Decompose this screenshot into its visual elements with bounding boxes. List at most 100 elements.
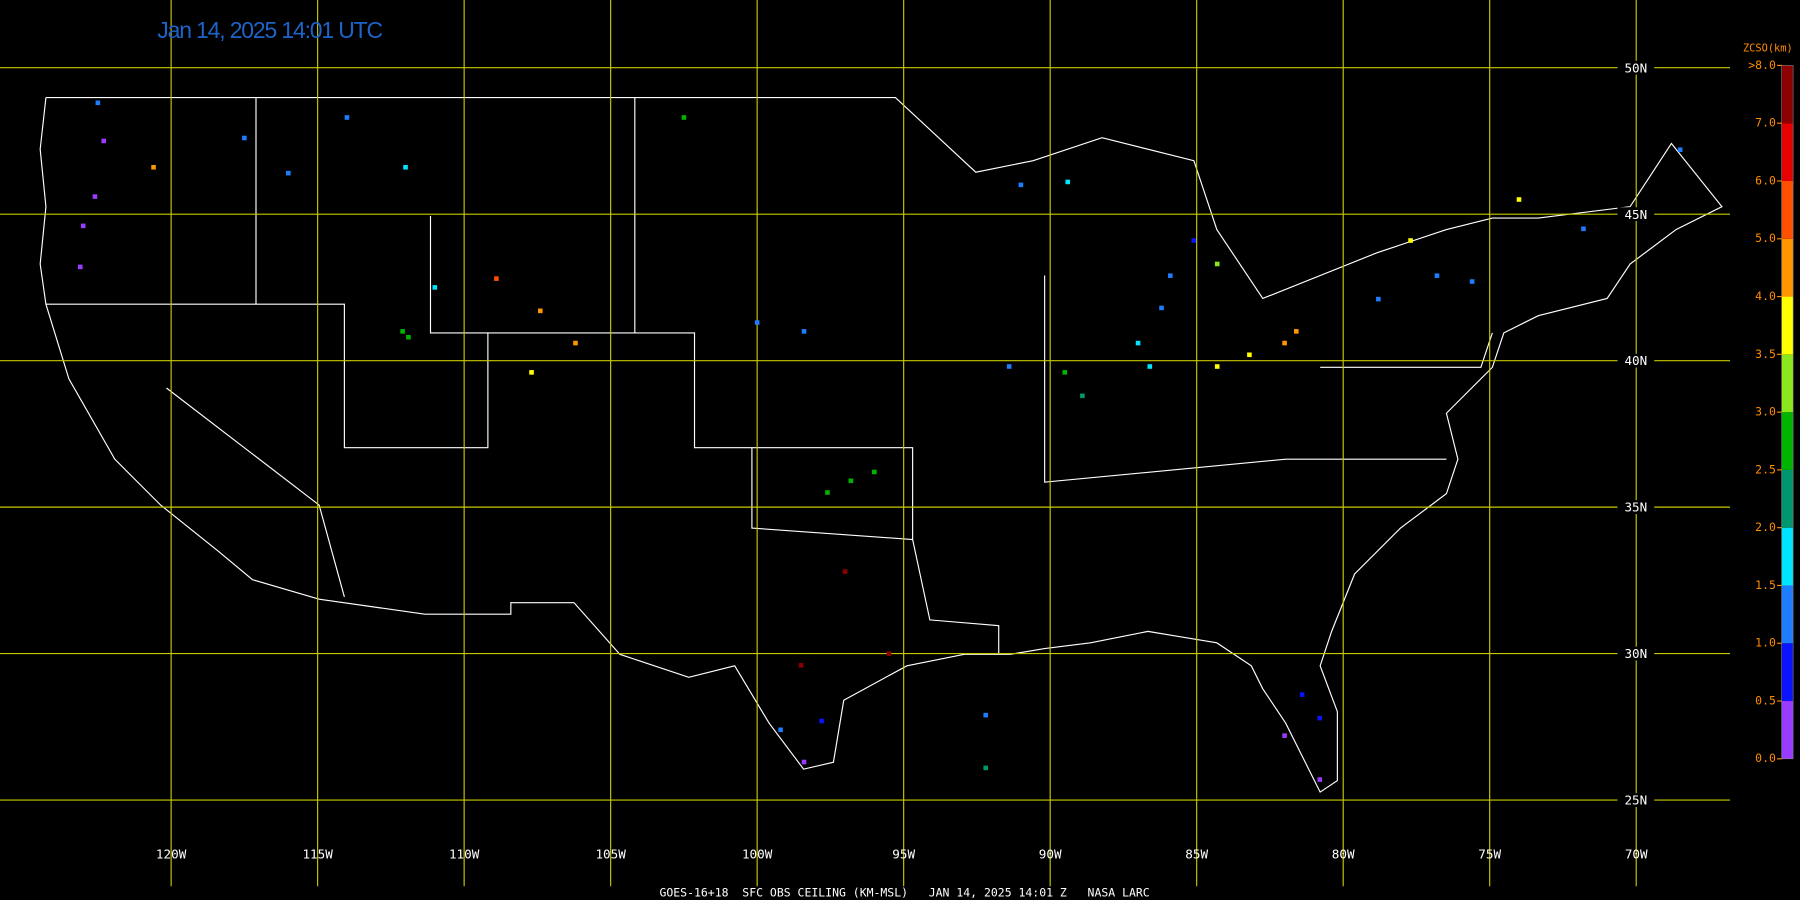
colorbar-label: 4.0 [1755, 289, 1776, 303]
station-obs [1294, 329, 1299, 334]
conus-outline [39, 97, 1723, 793]
station-obs [842, 569, 848, 574]
lon-label: 75W [1478, 847, 1501, 862]
boundaries [39, 97, 1723, 793]
station-obs [1282, 733, 1287, 738]
lon-label: 80W [1332, 847, 1355, 862]
colorbar-segment [1781, 123, 1794, 181]
station-obs [1282, 340, 1287, 346]
colorbar-label: 1.5 [1755, 578, 1776, 592]
lat-label: 45N [1624, 207, 1647, 222]
colorbar-label: 7.0 [1755, 116, 1776, 130]
colorbar-label: 3.5 [1755, 347, 1776, 361]
station-obs [80, 223, 86, 229]
lon-label: 100W [742, 847, 773, 862]
colorbar-segment [1781, 527, 1794, 586]
state-line [1044, 275, 1447, 483]
station-obs [1516, 197, 1522, 202]
station-obs [825, 490, 830, 495]
colorbar-segment [1781, 354, 1794, 413]
station-obs [1469, 279, 1475, 284]
station-obs [801, 759, 807, 765]
station-obs [101, 138, 107, 144]
label-backdrop [1617, 646, 1655, 661]
lat-label: 40N [1624, 353, 1647, 368]
station-obs [400, 329, 405, 334]
colorbar-label: 3.0 [1755, 405, 1776, 419]
station-obs [681, 115, 687, 120]
colorbar-label: 5.0 [1755, 231, 1776, 245]
station-obs [151, 164, 156, 170]
grid-labels: 120W 115W 110W 105W 100W 95W 90W 85W 80W 75W 70W 50… [156, 60, 1655, 862]
colorbar-label: >8.0 [1748, 58, 1776, 72]
colorbar-label: 2.0 [1755, 520, 1776, 534]
colorbar-segment [1781, 65, 1794, 124]
station-obs [819, 718, 824, 724]
station-obs [1317, 777, 1323, 782]
station-obs [494, 276, 499, 281]
station-obs [1581, 226, 1586, 232]
map-title: Jan 14, 2025 14:01 UTC [157, 17, 382, 43]
station-obs [1159, 305, 1164, 311]
lon-label: 85W [1185, 847, 1208, 862]
station-obs [403, 164, 408, 170]
colorbar-segment [1781, 701, 1794, 759]
station-obs [529, 370, 534, 375]
station-obs [344, 115, 350, 120]
station-obs [1299, 692, 1305, 697]
station-obs [432, 285, 438, 290]
station-obs [1214, 364, 1220, 369]
colorbar-title: ZCSO(km) [1743, 43, 1793, 55]
station-obs [1247, 352, 1252, 358]
state-line [429, 215, 488, 334]
station-obs [92, 194, 98, 199]
station-obs [1065, 179, 1071, 185]
station-obs [573, 340, 578, 346]
station-obs [778, 727, 783, 733]
lon-label: 120W [156, 847, 187, 862]
station-obs [286, 170, 291, 176]
station-obs [801, 329, 807, 334]
lon-label: 90W [1039, 847, 1062, 862]
station-obs [406, 334, 411, 340]
station-obs [872, 469, 877, 475]
graticule [0, 0, 1730, 887]
label-backdrop [1617, 60, 1655, 75]
station-obs [983, 765, 989, 771]
station-obs [1018, 182, 1024, 188]
label-backdrop [1617, 793, 1655, 807]
station-obs [1080, 393, 1085, 399]
station-obs [1147, 364, 1153, 369]
lat-label: 50N [1624, 60, 1647, 75]
colorbar-segment [1781, 643, 1794, 702]
stations [77, 100, 1683, 782]
station-obs [1376, 296, 1381, 302]
station-obs [848, 478, 854, 484]
lat-label: 35N [1624, 500, 1647, 515]
label-backdrop [1617, 500, 1655, 515]
colorbar-segment [1781, 238, 1794, 297]
station-obs [538, 308, 543, 314]
colorbar-segment [1781, 585, 1794, 644]
lon-label: 110W [449, 847, 480, 862]
footer: GOES-16+18 SFC OBS CEILING (KM-MSL) JAN … [659, 886, 1149, 900]
lon-label: 70W [1625, 847, 1648, 862]
station-obs [1062, 370, 1068, 375]
station-obs [754, 320, 760, 325]
station-obs [1135, 340, 1141, 346]
colorbar-label: 2.5 [1755, 462, 1776, 476]
colorbar: ZCSO(km) 0.0 0.5 1.0 1.5 2.0 2.5 3.0 3.5 4.0 5.0 6… [1743, 43, 1794, 765]
colorbar-label: 1.0 [1755, 636, 1776, 650]
station-obs [886, 651, 892, 656]
station-obs [1214, 261, 1220, 267]
station-obs [1317, 715, 1323, 721]
label-backdrop [1617, 207, 1655, 222]
label-backdrop [1617, 353, 1655, 368]
lat-label: 25N [1624, 793, 1647, 808]
station-obs [983, 712, 989, 718]
station-obs [1006, 364, 1012, 369]
station-obs [1677, 147, 1683, 153]
colorbar-segment [1781, 180, 1794, 239]
colorbar-label: 0.5 [1755, 693, 1776, 707]
